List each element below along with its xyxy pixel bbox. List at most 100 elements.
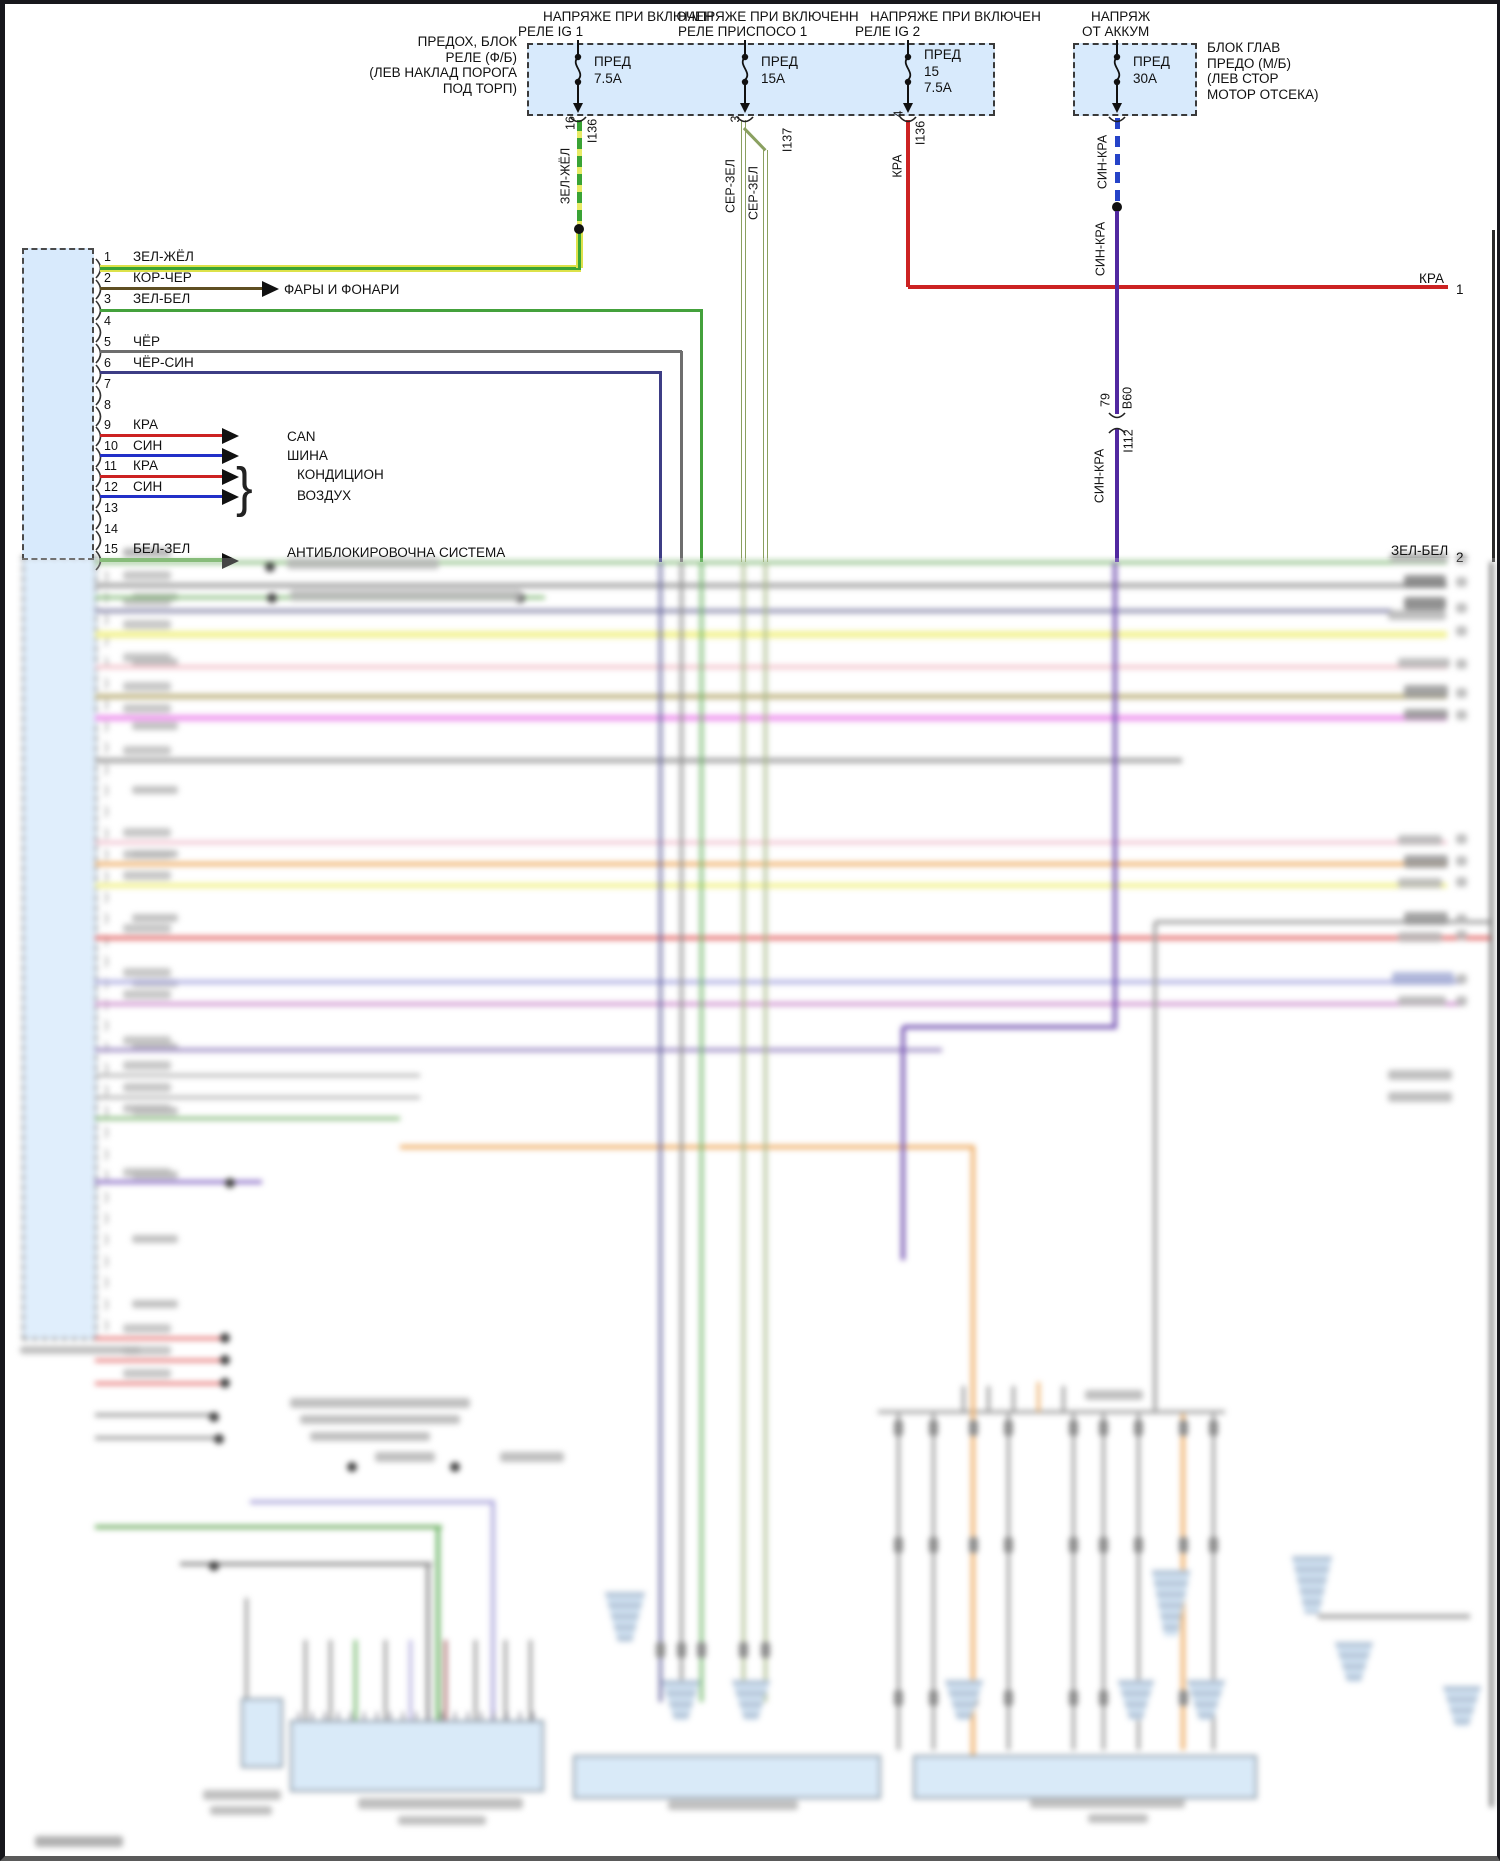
rotated-wire-label: КРА xyxy=(890,154,905,178)
rotated-wire-label: B60 xyxy=(1120,386,1135,410)
pin-bracket-smudge xyxy=(99,1297,108,1311)
wire-v xyxy=(1136,1414,1140,1750)
wire-v-double xyxy=(740,120,746,562)
wire-connector-arc-icon xyxy=(1108,427,1126,434)
junction-dot xyxy=(225,1178,235,1188)
fuse-symbol-icon xyxy=(573,40,583,113)
wire-h xyxy=(95,936,1492,940)
pin-tick xyxy=(506,1712,508,1721)
pin-bracket-smudge xyxy=(99,1254,108,1268)
fuse-rating-label: ПРЕД 30А xyxy=(1133,54,1170,87)
right-edge-pin-label: 2 xyxy=(1456,550,1464,565)
wire-v xyxy=(1061,1386,1065,1412)
blurred-text-smudge xyxy=(287,558,439,569)
pin-number: 10 xyxy=(104,439,118,453)
junction-dot xyxy=(574,224,584,234)
pin-digit-smudge xyxy=(1456,626,1467,636)
connector-blob xyxy=(1208,1537,1218,1553)
pin-wire-color-label: КРА xyxy=(133,458,158,473)
pin-digit-smudge xyxy=(1456,996,1467,1006)
wire-label-smudge xyxy=(123,828,171,837)
pin-wire-color-label: ЗЕЛ-БЕЛ xyxy=(133,291,191,306)
pin-bracket-smudge xyxy=(99,719,108,733)
pin-bracket-icon xyxy=(95,426,102,447)
pin-bracket-smudge xyxy=(99,912,108,926)
pin-tick xyxy=(337,1712,339,1721)
pin-digit-smudge xyxy=(1456,930,1467,940)
pin-bracket-smudge xyxy=(99,848,108,862)
wire-v xyxy=(896,1414,900,1750)
pin-label-smudge xyxy=(132,914,178,923)
pin-tick xyxy=(363,1712,365,1721)
component-box xyxy=(241,1698,283,1768)
wire-destination-label: ФАРЫ И ФОНАРИ xyxy=(284,282,400,297)
pin-wire-color-label: БЕЛ-ЗЕЛ xyxy=(133,541,191,556)
pin-tick xyxy=(428,1712,430,1721)
pin-bracket-smudge xyxy=(99,1147,108,1161)
fuse-box xyxy=(527,43,995,116)
wire-h xyxy=(100,308,703,312)
arrowhead-icon xyxy=(222,469,239,485)
wire-v xyxy=(931,1414,935,1750)
wire-v xyxy=(353,1640,357,1722)
blurred-text-smudge xyxy=(1388,1070,1452,1080)
wire-v xyxy=(658,562,662,1702)
junction-dot xyxy=(220,1378,230,1388)
blurred-text-smudge xyxy=(290,1398,470,1408)
wire-h xyxy=(908,285,1448,289)
pin-bracket-smudge xyxy=(99,1276,108,1290)
pin-label-smudge xyxy=(132,786,178,794)
blurred-text-smudge xyxy=(1392,972,1454,985)
wire-v xyxy=(408,1640,412,1722)
blurred-text-smudge xyxy=(1398,878,1442,888)
component-box xyxy=(22,556,97,1340)
blurred-text-smudge xyxy=(375,1452,435,1462)
rotated-wire-label: СИН-КРА xyxy=(1092,448,1107,504)
blurred-text-smudge xyxy=(1398,932,1442,942)
pin-tick xyxy=(311,1712,313,1721)
pin-number: 6 xyxy=(104,356,111,370)
wire-label-smudge xyxy=(123,968,171,977)
wire-h xyxy=(95,1413,215,1417)
wire-v xyxy=(1011,1386,1015,1412)
connector-blob xyxy=(1068,1690,1078,1706)
pin-bracket-smudge xyxy=(99,1019,108,1033)
wire-v xyxy=(961,1386,965,1412)
label-line: ПРЕД xyxy=(594,54,631,69)
wire-v xyxy=(328,1640,332,1722)
wire-label-smudge xyxy=(123,871,171,880)
pin-number: 2 xyxy=(104,271,111,285)
fuse-relay-box-label: ПРЕДОХ, БЛОК РЕЛЕ (Ф/Б) (ЛЕВ НАКЛАД ПОРОГА… xyxy=(320,34,517,96)
wire-v xyxy=(503,1640,507,1722)
fuse-column-header: НАПРЯЖЕ ПРИ ВКЛЮЧЕН xyxy=(870,9,1041,24)
label-line: 15 xyxy=(924,63,940,79)
connector-blob xyxy=(1003,1420,1013,1436)
pin-tick xyxy=(532,1712,534,1721)
wire-v xyxy=(658,372,662,562)
wire-h xyxy=(95,757,1182,763)
rotated-wire-label: СИН-КРА xyxy=(1095,134,1110,190)
connector-blob xyxy=(1133,1537,1143,1553)
wire-h xyxy=(95,715,1447,721)
blurred-text-smudge xyxy=(290,590,522,601)
pin-tick xyxy=(389,1712,391,1721)
pin-number: 11 xyxy=(104,459,117,473)
junction-dot xyxy=(450,1462,460,1472)
arrowhead-icon xyxy=(262,281,279,297)
connector-blob xyxy=(1133,1420,1143,1436)
brace-glyph: } xyxy=(236,456,253,518)
blurred-text-smudge xyxy=(1404,575,1446,588)
connector-blob xyxy=(1208,1420,1218,1436)
fuse-column-header: НАПРЯЖ xyxy=(1091,9,1151,24)
pin-number: 9 xyxy=(104,418,111,432)
connector-blob xyxy=(760,1642,770,1658)
wire-h xyxy=(100,494,222,498)
wire-v xyxy=(303,1640,307,1722)
wire-h xyxy=(95,693,1447,699)
connector-blob xyxy=(968,1420,978,1436)
wire-diagonal xyxy=(742,127,767,152)
wire-v xyxy=(1113,562,1117,1029)
wire-h xyxy=(100,433,222,437)
wire-h xyxy=(100,286,262,290)
